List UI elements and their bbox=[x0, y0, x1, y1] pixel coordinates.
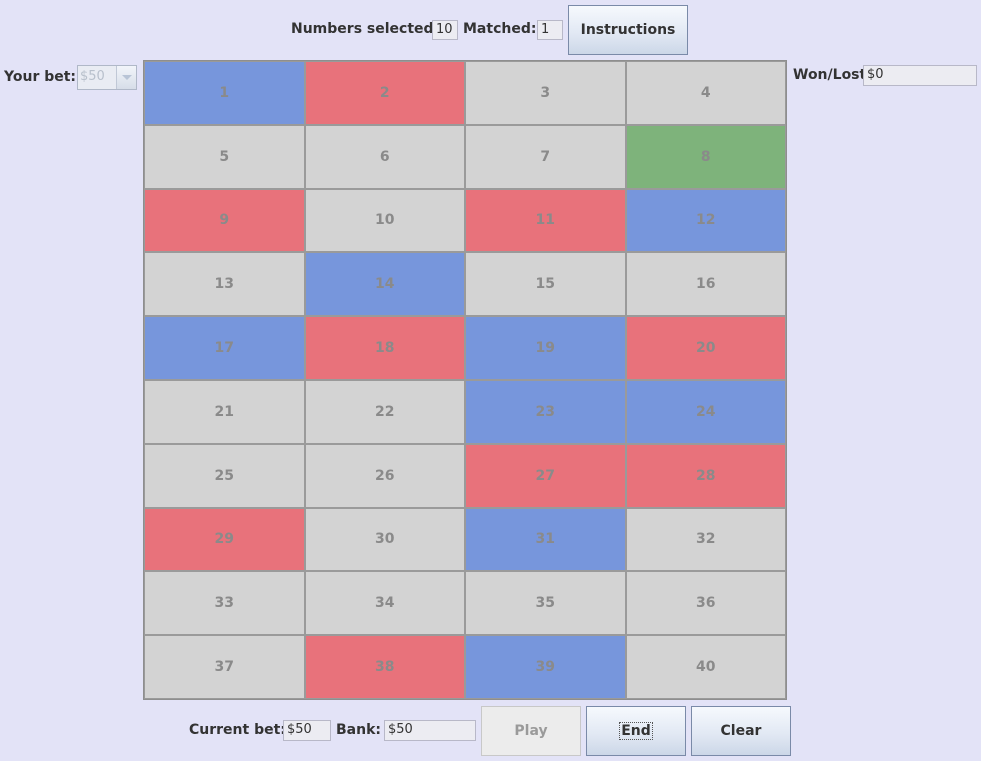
your-bet-label: Your bet: bbox=[4, 69, 77, 85]
number-cell-32[interactable]: 32 bbox=[625, 507, 786, 572]
number-cell-14[interactable]: 14 bbox=[304, 252, 465, 317]
number-cell-28[interactable]: 28 bbox=[625, 443, 786, 508]
matched-label: Matched: bbox=[463, 21, 537, 37]
number-cell-6[interactable]: 6 bbox=[304, 124, 465, 189]
number-cell-12[interactable]: 12 bbox=[625, 188, 786, 253]
number-cell-27[interactable]: 27 bbox=[465, 443, 626, 508]
number-cell-31[interactable]: 31 bbox=[465, 507, 626, 572]
number-cell-20[interactable]: 20 bbox=[625, 316, 786, 380]
number-cell-37[interactable]: 37 bbox=[144, 635, 305, 699]
number-cell-29[interactable]: 29 bbox=[144, 507, 305, 572]
won-lost-field[interactable]: $0 bbox=[863, 65, 977, 86]
number-cell-7[interactable]: 7 bbox=[465, 124, 626, 189]
won-lost-label: Won/Lost bbox=[793, 67, 867, 83]
number-cell-35[interactable]: 35 bbox=[465, 571, 626, 636]
current-bet-field[interactable]: $50 bbox=[283, 720, 331, 741]
number-cell-3[interactable]: 3 bbox=[465, 61, 626, 125]
bank-label: Bank: bbox=[336, 722, 381, 738]
end-button-label: End bbox=[619, 722, 653, 740]
number-cell-1[interactable]: 1 bbox=[144, 61, 305, 125]
bet-dropdown[interactable]: $50 bbox=[77, 65, 137, 90]
number-cell-24[interactable]: 24 bbox=[625, 379, 786, 444]
number-cell-8[interactable]: 8 bbox=[625, 124, 786, 189]
instructions-button[interactable]: Instructions bbox=[568, 5, 688, 55]
number-board: 1 2 3 4 5 6 7 8 9 10 11 12 13 14 15 16 17 18 19 20 21 22 23 24 2… bbox=[143, 60, 787, 700]
number-cell-2[interactable]: 2 bbox=[304, 61, 465, 125]
play-button[interactable]: Play bbox=[481, 706, 581, 756]
number-cell-4[interactable]: 4 bbox=[625, 61, 786, 125]
number-cell-39[interactable]: 39 bbox=[465, 635, 626, 699]
number-cell-30[interactable]: 30 bbox=[304, 507, 465, 572]
number-cell-34[interactable]: 34 bbox=[304, 571, 465, 636]
number-cell-23[interactable]: 23 bbox=[465, 379, 626, 444]
number-cell-33[interactable]: 33 bbox=[144, 571, 305, 636]
bet-dropdown-value: $50 bbox=[80, 69, 105, 84]
number-cell-22[interactable]: 22 bbox=[304, 379, 465, 444]
number-cell-25[interactable]: 25 bbox=[144, 443, 305, 508]
end-button[interactable]: End bbox=[586, 706, 686, 756]
clear-button[interactable]: Clear bbox=[691, 706, 791, 756]
number-cell-36[interactable]: 36 bbox=[625, 571, 786, 636]
number-cell-40[interactable]: 40 bbox=[625, 635, 786, 699]
chevron-down-icon[interactable] bbox=[116, 66, 136, 89]
number-cell-17[interactable]: 17 bbox=[144, 316, 305, 380]
number-cell-15[interactable]: 15 bbox=[465, 252, 626, 317]
current-bet-label: Current bet: bbox=[189, 722, 286, 738]
number-cell-21[interactable]: 21 bbox=[144, 379, 305, 444]
numbers-selected-field[interactable]: 10 bbox=[432, 20, 458, 40]
number-cell-38[interactable]: 38 bbox=[304, 635, 465, 699]
number-cell-9[interactable]: 9 bbox=[144, 188, 305, 253]
number-cell-13[interactable]: 13 bbox=[144, 252, 305, 317]
number-cell-26[interactable]: 26 bbox=[304, 443, 465, 508]
number-cell-16[interactable]: 16 bbox=[625, 252, 786, 317]
number-cell-10[interactable]: 10 bbox=[304, 188, 465, 253]
matched-field[interactable]: 1 bbox=[537, 20, 563, 40]
numbers-selected-label: Numbers selected: bbox=[291, 21, 440, 37]
number-cell-18[interactable]: 18 bbox=[304, 316, 465, 380]
number-cell-11[interactable]: 11 bbox=[465, 188, 626, 253]
bank-field[interactable]: $50 bbox=[384, 720, 476, 741]
number-cell-19[interactable]: 19 bbox=[465, 316, 626, 380]
number-cell-5[interactable]: 5 bbox=[144, 124, 305, 189]
